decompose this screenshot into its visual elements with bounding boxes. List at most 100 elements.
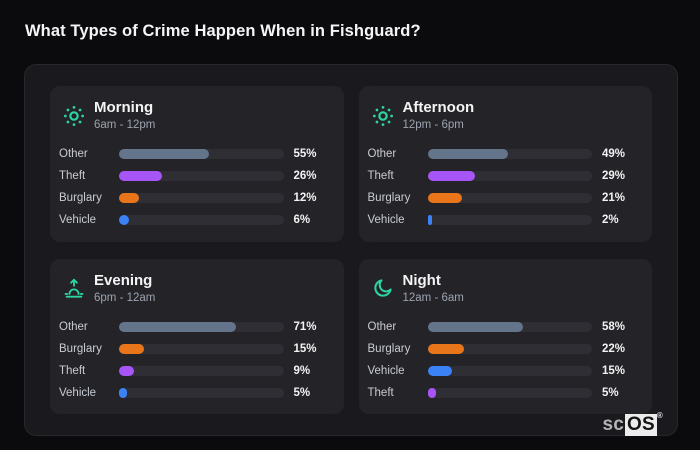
bar-row-other: Other 58%: [367, 320, 644, 333]
sun-icon: [63, 105, 85, 127]
watermark-boxed: OS: [625, 414, 657, 436]
percentage-value: 6%: [293, 214, 311, 226]
crime-type-label: Other: [367, 320, 397, 333]
bar-fill: [119, 215, 129, 225]
bar-track: [427, 171, 592, 181]
bar-row-theft: Theft 29%: [367, 170, 644, 182]
sunrise-icon: [63, 277, 85, 299]
bar-fill: [119, 193, 139, 203]
crime-type-label: Other: [59, 148, 88, 160]
bar-row-burglary: Burglary 21%: [367, 192, 644, 204]
bar-fill: [119, 343, 144, 354]
bar-row-other: Other 49%: [368, 148, 644, 160]
bar-row-theft: Theft 26%: [59, 170, 335, 182]
percentage-value: 15%: [602, 364, 626, 377]
bar-row-vehicle: Vehicle 15%: [367, 364, 644, 377]
bar-track: [427, 321, 592, 332]
crime-type-label: Theft: [367, 386, 394, 399]
card-title: Evening: [94, 271, 153, 289]
card-title-block: Evening 6pm - 12am: [94, 272, 155, 305]
crime-type-label: Burglary: [59, 192, 102, 204]
percentage-value: 29%: [602, 170, 626, 182]
bar-row-theft: Theft 9%: [59, 364, 335, 377]
bar-fill: [119, 321, 236, 332]
bar-fill: [427, 149, 509, 159]
card-time-range: 6pm - 12am: [94, 291, 156, 304]
percentage-value: 49%: [602, 148, 626, 160]
card-title: Afternoon: [402, 99, 475, 116]
crime-type-label: Other: [59, 320, 88, 333]
bar-track: [427, 193, 592, 203]
bar-row-burglary: Burglary 12%: [59, 192, 335, 204]
time-card-morning: Morning 6am - 12pm Other 55% Theft 26% Burglar…: [50, 86, 344, 242]
crime-type-label: Vehicle: [367, 214, 405, 226]
crime-type-label: Burglary: [59, 342, 102, 355]
moon-icon: [372, 277, 394, 299]
bar-track: [427, 365, 592, 376]
bar-track: [427, 215, 592, 225]
bar-fill: [427, 321, 523, 332]
card-header: Afternoon 12pm - 6pm: [368, 97, 644, 132]
crime-type-label: Theft: [367, 170, 394, 182]
percentage-value: 2%: [602, 214, 619, 226]
bar-track: [427, 149, 592, 159]
crime-by-time-panel: Morning 6am - 12pm Other 55% Theft 26% Burglar…: [24, 64, 678, 436]
percentage-value: 55%: [293, 148, 317, 160]
page-title: What Types of Crime Happen When in Fishg…: [25, 22, 421, 40]
bar-fill: [119, 387, 128, 398]
percentage-value: 26%: [293, 170, 317, 182]
crime-type-label: Vehicle: [59, 386, 97, 399]
bar-row-vehicle: Vehicle 5%: [59, 386, 335, 399]
watermark-prefix: sc: [602, 414, 625, 435]
card-time-range: 12pm - 6pm: [402, 119, 464, 131]
percentage-value: 21%: [602, 192, 626, 204]
bar-track: [119, 387, 284, 398]
bar-rows: Other 71% Burglary 15% Theft 9% Vehicle 5%: [59, 320, 335, 399]
bar-rows: Other 49% Theft 29% Burglary 21% Vehicle 2%: [367, 148, 644, 226]
sun-icon: [372, 105, 394, 127]
bar-track: [119, 365, 284, 376]
card-title-block: Night 12am - 6am: [403, 272, 464, 305]
bar-track: [427, 343, 592, 354]
percentage-value: 12%: [293, 192, 317, 204]
card-title-block: Morning 6am - 12pm: [94, 99, 155, 132]
bar-track: [427, 387, 592, 398]
card-header: Evening 6pm - 12am: [59, 270, 335, 305]
bar-track: [119, 149, 284, 159]
bar-fill: [427, 343, 464, 354]
bar-fill: [427, 171, 476, 181]
crime-type-label: Burglary: [367, 192, 411, 204]
crime-type-label: Vehicle: [59, 214, 97, 226]
bar-row-burglary: Burglary 15%: [59, 342, 335, 355]
percentage-value: 5%: [293, 386, 311, 399]
bar-row-vehicle: Vehicle 6%: [59, 214, 335, 226]
bar-rows: Other 58% Burglary 22% Vehicle 15% Theft 5%: [367, 320, 644, 399]
crime-type-label: Theft: [59, 170, 86, 182]
card-time-range: 12am - 6am: [402, 291, 464, 304]
crime-type-label: Vehicle: [367, 364, 405, 377]
bar-row-burglary: Burglary 22%: [367, 342, 644, 355]
crime-type-label: Theft: [59, 364, 86, 377]
percentage-value: 58%: [602, 320, 626, 333]
card-title-block: Afternoon 12pm - 6pm: [403, 99, 475, 132]
time-card-night: Night 12am - 6am Other 58% Burglary 22% Vehicl…: [358, 258, 652, 414]
percentage-value: 9%: [293, 364, 311, 377]
card-title: Night: [402, 271, 441, 289]
bar-track: [119, 343, 284, 354]
bar-rows: Other 55% Theft 26% Burglary 12% Vehicle 6%: [59, 148, 335, 226]
bar-track: [119, 193, 284, 203]
bar-fill: [427, 193, 463, 203]
bar-track: [119, 171, 284, 181]
crime-type-label: Burglary: [367, 342, 411, 355]
card-time-range: 6am - 12pm: [94, 119, 156, 131]
bar-track: [119, 215, 284, 225]
bar-row-vehicle: Vehicle 2%: [367, 214, 644, 226]
bar-fill: [119, 365, 134, 376]
percentage-value: 71%: [293, 320, 317, 333]
bar-row-theft: Theft 5%: [367, 386, 644, 399]
bar-track: [119, 321, 284, 332]
bar-fill: [119, 149, 210, 159]
bar-fill: [427, 365, 453, 376]
registered-trademark-icon: ®: [656, 411, 663, 420]
time-card-afternoon: Afternoon 12pm - 6pm Other 49% Theft 29% Burgl…: [358, 86, 652, 242]
